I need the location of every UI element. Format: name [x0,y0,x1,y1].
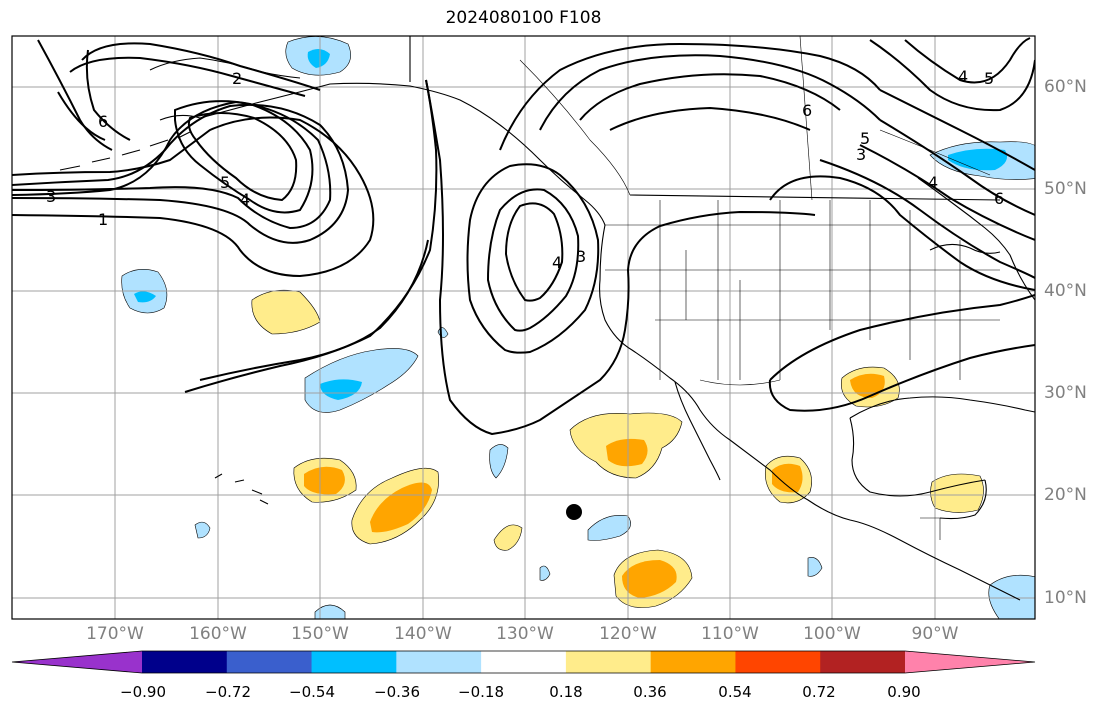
lon-label-140w: 140°W [394,624,452,644]
negative-anomaly-region [314,604,346,619]
positive-anomaly-core [622,560,677,598]
contour-label: 1 [98,210,108,229]
colorbar [11,650,1036,674]
positive-anomaly-region [930,473,984,513]
contour-label: 4 [552,253,562,272]
lon-label-110w: 110°W [701,624,759,644]
political-borders [519,36,1000,540]
lon-label-90w: 90°W [911,624,959,644]
negative-anomaly-region [807,557,823,577]
lon-label-160w: 160°W [189,624,247,644]
positive-anomaly-core [606,438,648,467]
location-marker [566,504,582,520]
colorbar-segment [735,651,821,673]
contour-labels: 2 6 3 1 5 4 4 3 6 5 3 4 6 4 5 [46,67,1004,272]
lon-label-130w: 130°W [496,624,554,644]
gridlines [12,36,1035,619]
colorbar-segment [565,651,652,673]
colorbar-segment [820,651,906,673]
contour-label: 2 [232,69,242,88]
colorbar-segment [226,651,313,673]
contour-label: 5 [220,173,230,192]
negative-anomaly-region [587,515,631,541]
contour-label: 4 [240,190,250,209]
colorbar-segment [481,651,567,673]
positive-anomaly-core [850,373,885,398]
negative-anomaly-region [988,574,1035,619]
colorbar-segment [650,651,736,673]
colorbar-segment [396,651,482,673]
contour-label: 4 [928,173,938,192]
lat-label-20n: 20°N [1044,485,1087,505]
contour-label: 3 [46,187,56,206]
colorbar-tick-label: 0.18 [549,683,583,701]
contour-label: 5 [860,129,870,148]
lon-label-170w: 170°W [86,624,144,644]
lat-label-60n: 60°N [1044,77,1087,97]
negative-anomaly-core [307,48,330,68]
contour-label: 6 [994,189,1004,208]
lat-label-10n: 10°N [1044,588,1087,608]
positive-anomaly-region [493,524,523,551]
negative-anomaly-core [320,379,362,400]
lat-label-30n: 30°N [1044,383,1087,403]
colorbar-tick-label: 0.54 [718,683,752,701]
colorbar-tick-label: −0.90 [120,683,166,701]
contour-label: 3 [576,247,586,266]
colorbar-tick-label: −0.54 [289,683,335,701]
negative-anomaly-region [539,565,551,581]
negative-anomaly-region [489,444,509,479]
map-title: 2024080100 F108 [445,8,602,28]
negative-anomaly-core [948,148,1008,171]
colorbar-tick-label: −0.18 [458,683,504,701]
lat-label-50n: 50°N [1044,179,1087,199]
colorbar-extend-high [905,651,1035,673]
lon-label-150w: 150°W [291,624,349,644]
colorbar-tick-label: 0.90 [887,683,921,701]
colorbar-outline [11,650,1036,674]
lon-label-100w: 100°W [803,624,861,644]
contour-label: 5 [984,69,994,88]
coastlines [59,36,1035,601]
colorbar-segment [311,651,397,673]
colorbar-tick-label: −0.36 [374,683,420,701]
colorbar-tick-label: 0.36 [633,683,667,701]
map-frame [11,35,1036,620]
negative-anomaly-core [134,291,156,303]
contour-label: 3 [856,145,866,164]
contour-lines [12,37,1035,436]
colorbar-segment [142,651,228,673]
positive-anomaly-core [304,466,345,495]
lat-label-40n: 40°N [1044,281,1087,301]
contour-label: 6 [98,112,108,131]
positive-anomaly-core [772,463,803,493]
negative-anomaly-region [194,521,211,539]
colorbar-tick-label: 0.72 [802,683,836,701]
map-background [12,36,1035,619]
contour-label: 4 [958,67,968,86]
colorbar-tick-label: −0.72 [205,683,251,701]
shaded-anomalies [121,36,1035,619]
colorbar-extend-low [12,651,142,673]
contour-label: 6 [802,101,812,120]
lon-label-120w: 120°W [599,624,657,644]
